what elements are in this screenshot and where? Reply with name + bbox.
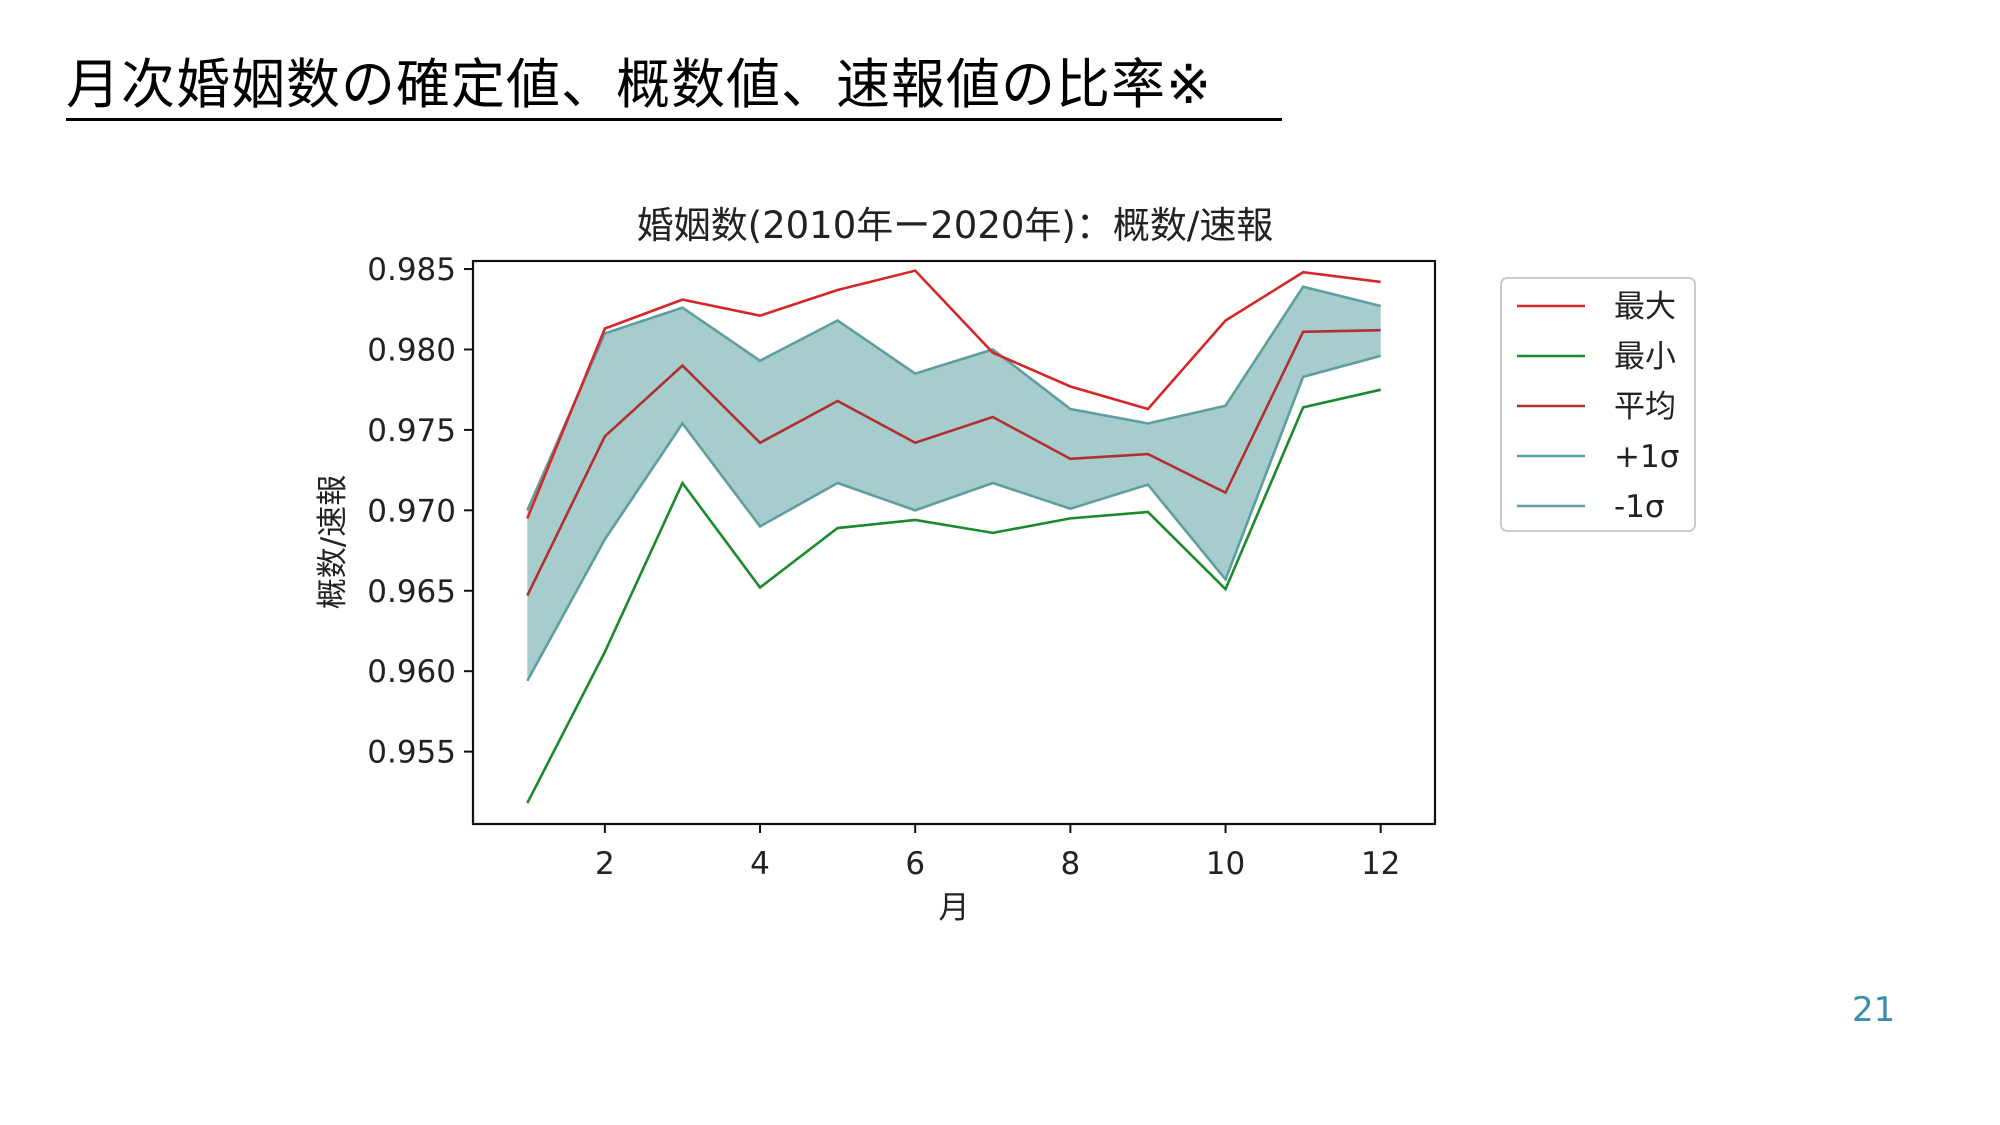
y-axis-label: 概数/速報 (315, 475, 351, 609)
y-tick-label: 0.965 (367, 574, 456, 610)
y-tick-label: 0.955 (367, 735, 456, 771)
sigma-band (527, 286, 1381, 681)
sigma-band-area (527, 286, 1381, 681)
chart-title: 婚姻数(2010年ー2020年)：概数/速報 (637, 204, 1274, 247)
plot-frame (471, 259, 1437, 826)
y-tick-label: 0.970 (367, 493, 456, 529)
y-tick-label: 0.960 (367, 654, 456, 690)
legend-label: 平均 (1614, 389, 1676, 425)
title-underline (66, 118, 1282, 121)
page-number: 21 (1852, 990, 1896, 1030)
y-tick-label: 0.980 (367, 332, 456, 368)
y-axis-ticks: 0.955 0.960 0.965 0.970 0.975 0.980 0.985 (367, 252, 473, 771)
x-tick-label: 4 (750, 846, 770, 882)
y-tick-label: 0.985 (367, 252, 456, 288)
series-line-max (526, 269, 1381, 519)
x-tick-label: 12 (1361, 846, 1400, 882)
x-axis-label: 月 (939, 890, 970, 926)
x-tick-label: 10 (1206, 846, 1245, 882)
x-axis-ticks: 2 4 6 8 10 12 (595, 824, 1400, 882)
series-line-plus-sigma (526, 285, 1382, 511)
series-line-mean (526, 328, 1381, 597)
x-tick-label: 2 (595, 846, 615, 882)
legend-label: 最小 (1614, 339, 1676, 375)
legend-label: 最大 (1614, 289, 1676, 325)
legend-label: +1σ (1614, 439, 1679, 475)
series-line-minus-sigma (526, 354, 1382, 682)
x-tick-label: 8 (1061, 846, 1081, 882)
legend-box (1500, 277, 1696, 532)
slide-title: 月次婚姻数の確定値、概数値、速報値の比率※ (66, 53, 1213, 116)
legend-label: -1σ (1614, 489, 1665, 525)
series-line-min (526, 388, 1381, 804)
series-lines (526, 269, 1382, 804)
y-tick-label: 0.975 (367, 413, 456, 449)
x-tick-label: 6 (905, 846, 925, 882)
